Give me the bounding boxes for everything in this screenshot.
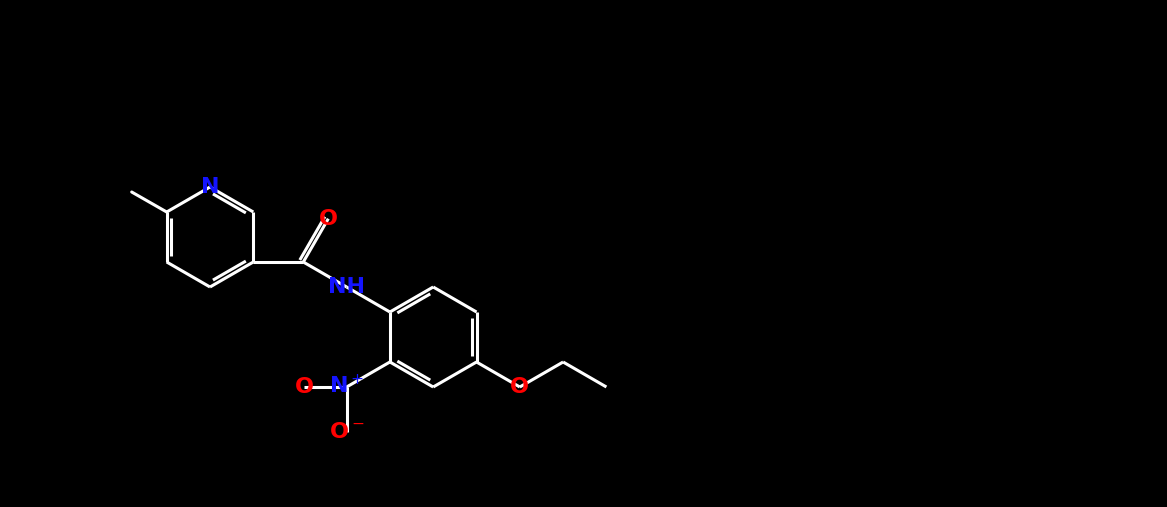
Text: O$^-$: O$^-$: [329, 422, 364, 442]
Text: N$^+$: N$^+$: [329, 373, 364, 396]
Text: O: O: [319, 209, 337, 229]
Text: O: O: [510, 377, 530, 397]
Text: O: O: [294, 377, 314, 397]
Text: N: N: [201, 177, 219, 197]
Text: NH: NH: [328, 277, 365, 297]
